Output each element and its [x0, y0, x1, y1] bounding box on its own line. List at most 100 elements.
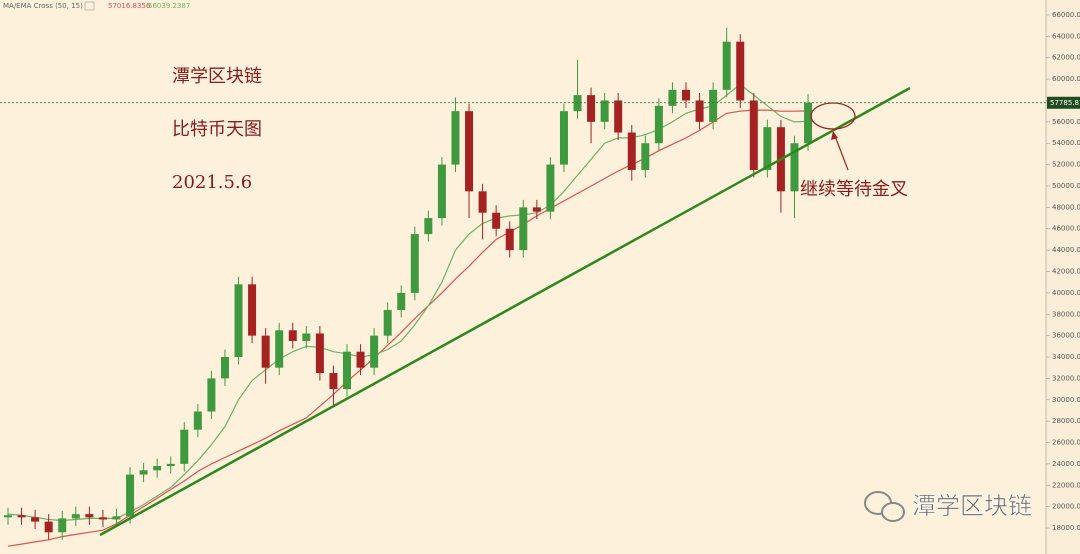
candle-body	[343, 351, 351, 390]
candle-body	[370, 335, 379, 368]
candle-body	[559, 111, 568, 165]
legend-value: 57016.8356	[108, 2, 151, 10]
candle-body	[641, 143, 650, 170]
watermark-icon	[864, 491, 905, 522]
candle-body	[302, 333, 311, 341]
candle-body	[682, 89, 690, 101]
y-tick-label: 64000.00	[1052, 32, 1080, 40]
arrow	[834, 135, 849, 171]
candle-body	[763, 127, 772, 170]
candle-body	[519, 207, 528, 251]
candle-body	[695, 100, 704, 122]
y-tick-label: 50000.00	[1052, 182, 1080, 190]
price-axis-panel	[1046, 0, 1080, 554]
candle-body	[532, 207, 541, 212]
y-tick-label: 22000.00	[1052, 481, 1080, 489]
y-tick-label: 28000.00	[1052, 417, 1080, 425]
candle-body	[234, 284, 243, 358]
candle-body	[180, 429, 189, 464]
watermark: 潭学区块链	[912, 492, 1032, 520]
candle-body	[112, 516, 121, 520]
last-price-label: 57785.81	[1050, 99, 1080, 107]
candle-body	[44, 521, 53, 533]
annotation: 2021.5.6	[172, 172, 252, 193]
y-tick-label: 56000.00	[1052, 118, 1080, 126]
candle-body	[736, 41, 745, 101]
y-tick-label: 44000.00	[1052, 246, 1080, 254]
candle-body	[193, 411, 202, 430]
candle-body	[329, 373, 338, 390]
candle-body	[546, 164, 555, 212]
y-tick-label: 42000.00	[1052, 267, 1080, 275]
candle-body	[709, 89, 718, 122]
candle-body	[98, 517, 107, 520]
candle-body	[654, 105, 663, 144]
trend-line	[99, 86, 911, 537]
candle-body	[126, 474, 135, 517]
y-tick-label: 20000.00	[1052, 503, 1080, 511]
candle-body	[356, 351, 365, 368]
y-tick-label: 40000.00	[1052, 289, 1080, 297]
candle-body	[505, 228, 514, 251]
candle-body	[220, 357, 229, 379]
candle-body	[668, 89, 677, 106]
candle-body	[58, 518, 67, 533]
plot-area: 18000.00 20000.00 22000.00 24000.00 26000.00…	[4, 11, 1080, 547]
y-tick-label: 62000.00	[1052, 54, 1080, 62]
candle-body	[437, 164, 446, 219]
y-tick-label: 52000.00	[1052, 161, 1080, 169]
candle-body	[71, 514, 80, 519]
annotation: 继续等待金叉	[800, 179, 908, 200]
y-tick-label: 38000.00	[1052, 310, 1080, 318]
candle-body	[261, 335, 270, 368]
candle-body	[410, 234, 419, 293]
candle-body	[465, 111, 474, 192]
y-tick-label: 30000.00	[1052, 396, 1080, 404]
y-tick-label: 34000.00	[1052, 353, 1080, 361]
candle-body	[166, 463, 175, 467]
indicator-icon	[84, 1, 95, 11]
y-tick-label: 46000.00	[1052, 225, 1080, 233]
candle-body	[749, 100, 758, 170]
candle-body	[153, 466, 162, 471]
y-tick-label: 18000.00	[1052, 524, 1080, 532]
candle-body	[478, 191, 487, 213]
candle-body	[31, 517, 40, 522]
candle-body	[804, 102, 813, 144]
y-tick-label: 36000.00	[1052, 332, 1080, 340]
candle-body	[288, 330, 297, 341]
candle-body	[600, 100, 609, 122]
candle-body	[139, 470, 148, 475]
candle-body	[587, 95, 596, 122]
candle-body	[397, 292, 406, 310]
candle-body	[85, 514, 94, 518]
arrow-head	[831, 131, 838, 140]
candle-body	[315, 333, 324, 374]
candle-body	[790, 143, 799, 192]
y-tick-label: 32000.00	[1052, 374, 1080, 382]
candle-body	[207, 378, 216, 412]
candle-body	[383, 309, 392, 336]
candle-body	[248, 284, 257, 336]
y-tick-label: 66000.00	[1052, 11, 1080, 19]
y-tick-label: 24000.00	[1052, 460, 1080, 468]
moving-average-line	[7, 83, 809, 522]
candle-body	[424, 218, 433, 235]
candle-body	[722, 41, 731, 90]
moving-average-line	[7, 109, 809, 547]
candle-body	[492, 212, 501, 229]
legend-value: 56039.2387	[148, 2, 190, 10]
y-tick-label: 54000.00	[1052, 139, 1080, 147]
y-tick-label: 26000.00	[1052, 439, 1080, 447]
annotation: 潭学区块链	[172, 66, 262, 87]
y-tick-label: 60000.00	[1052, 75, 1080, 83]
candle-body	[275, 330, 284, 368]
candle-body	[627, 132, 636, 170]
annotation: 比特币天图	[172, 119, 262, 140]
candle-body	[17, 515, 26, 518]
indicator-label: MA/EMA Cross (50, 15)	[3, 2, 83, 10]
candle-body	[4, 515, 12, 518]
